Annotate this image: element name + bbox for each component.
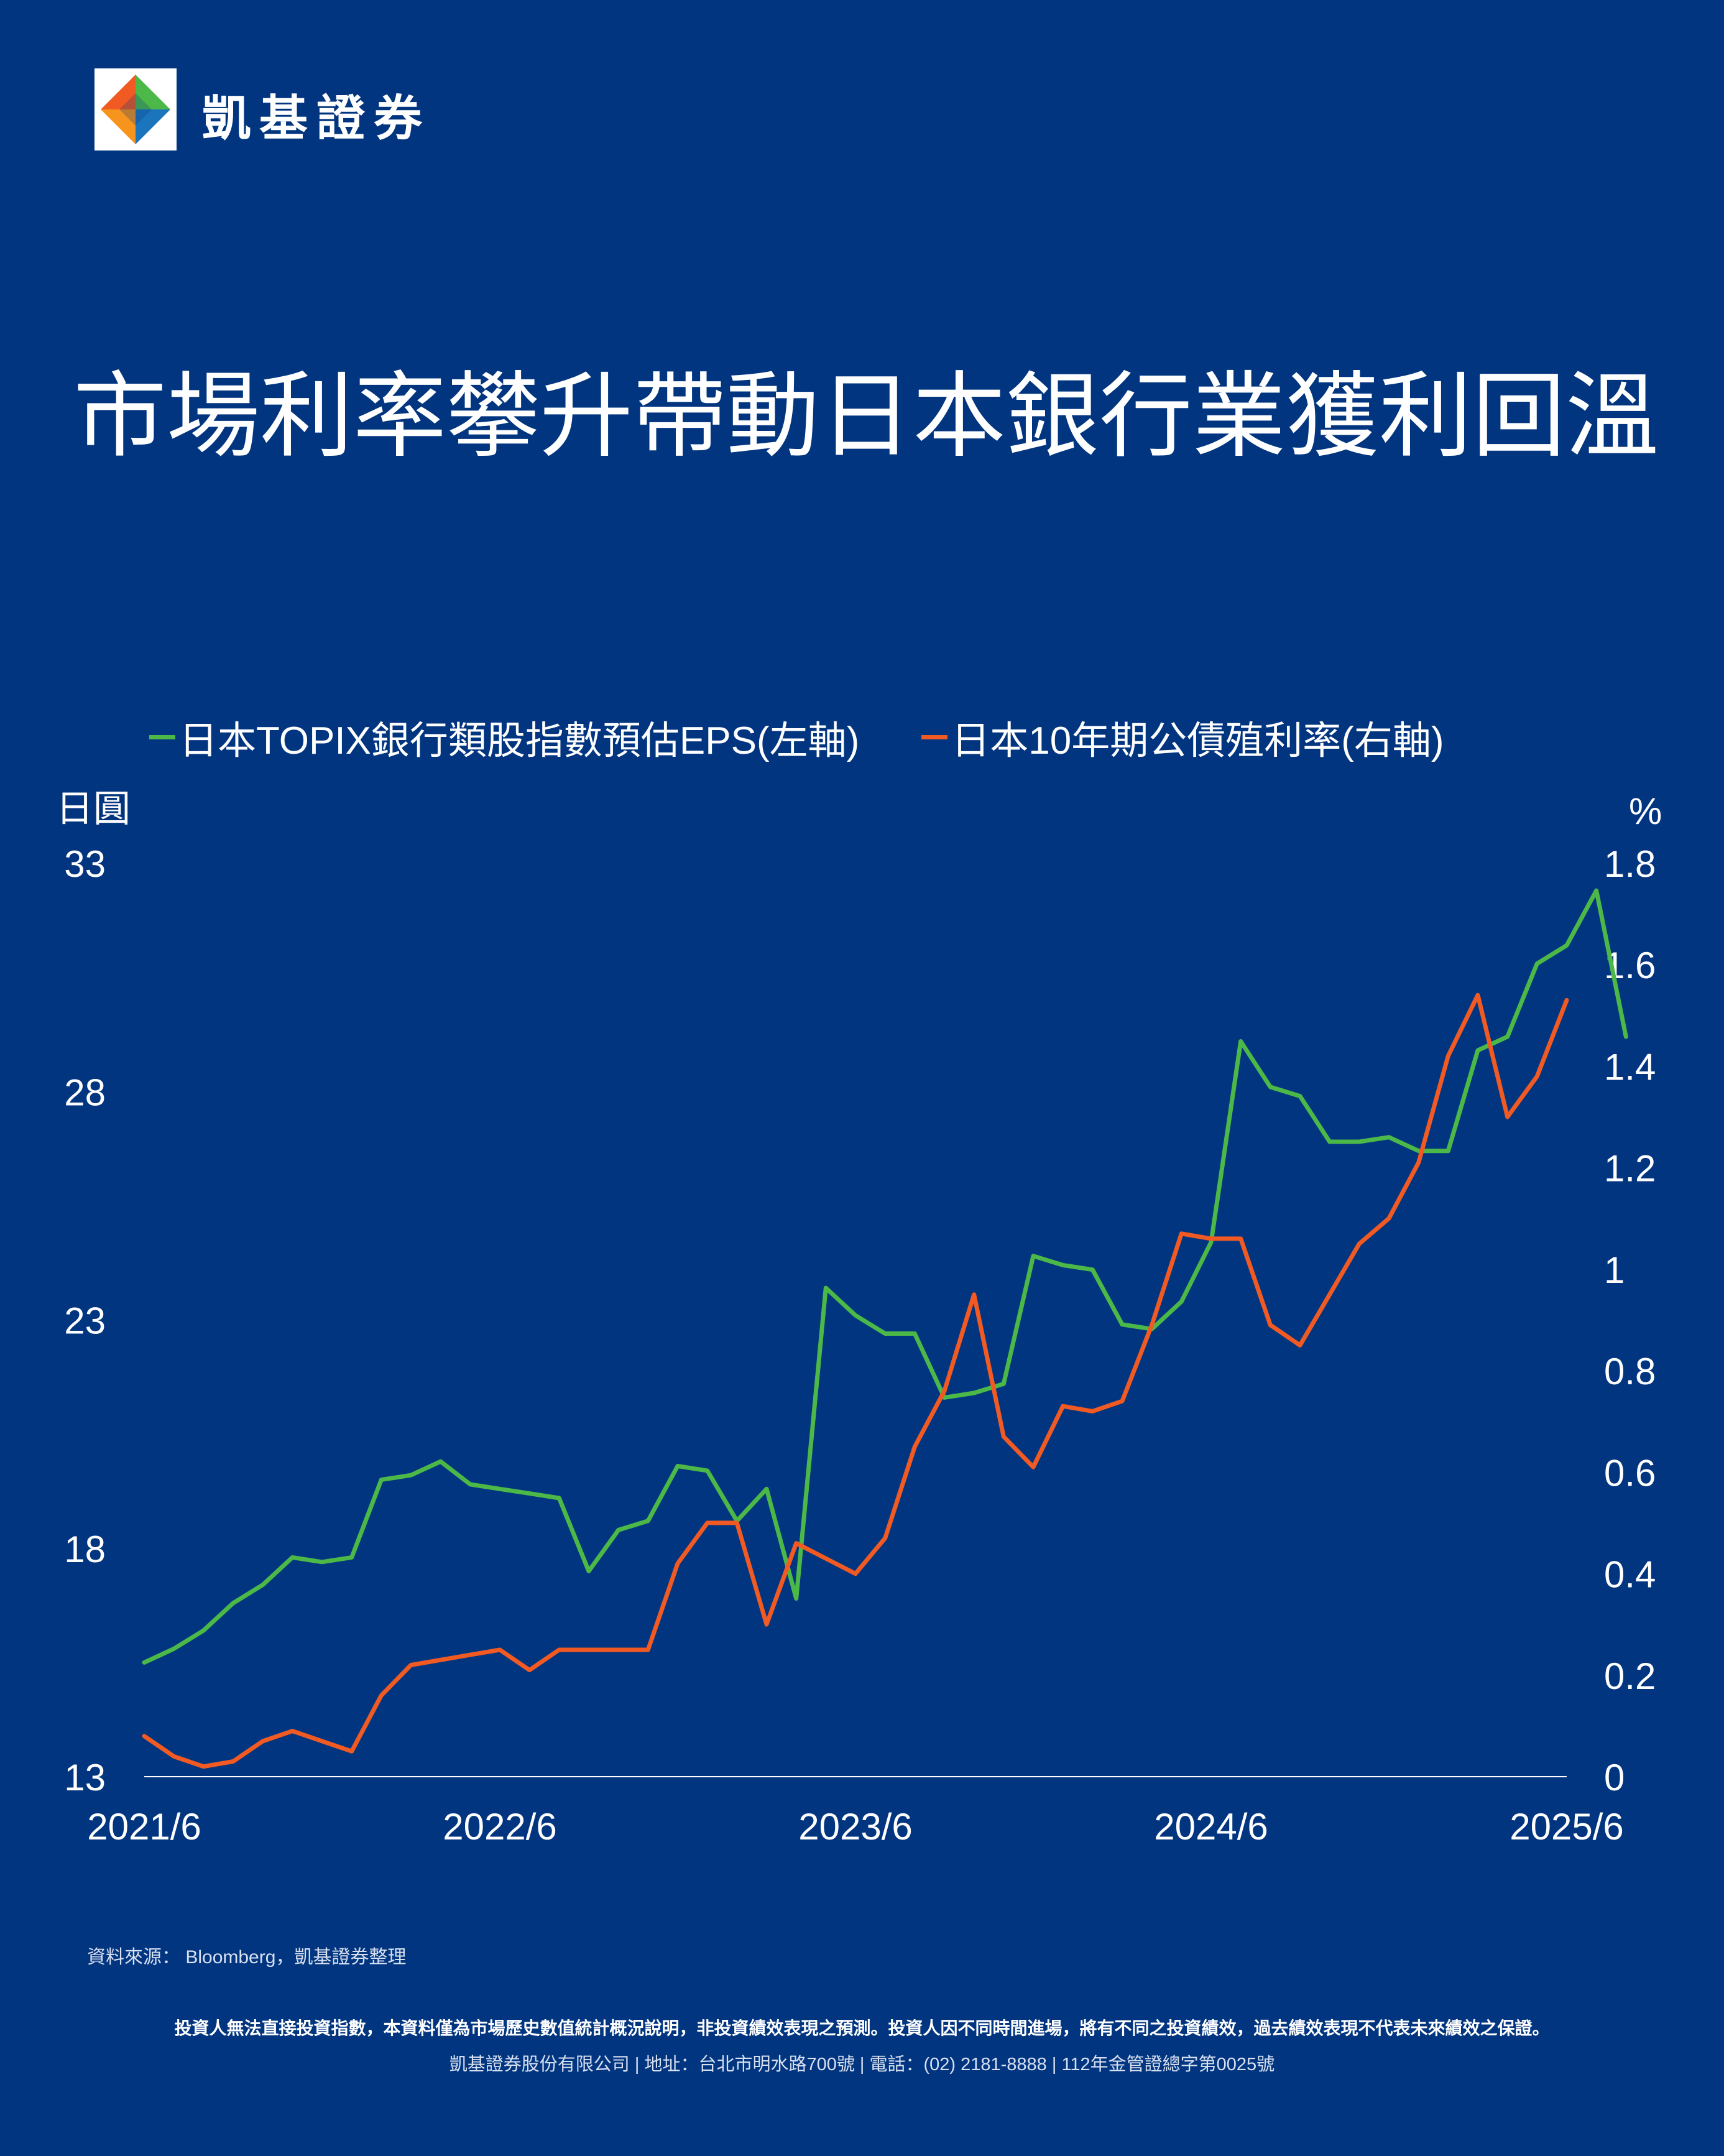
brand-logo (94, 68, 177, 150)
page-title: 市場利率攀升帶動日本銀行業獲利回溫 (73, 364, 1659, 468)
x-tick-label-2: 2023/6 (798, 1806, 913, 1848)
chart-legend: 日本TOPIX銀行類股指數預估EPS(左軸) 日本10年期公債殖利率(右軸) (149, 709, 1506, 765)
right-tick-label-1: 0.2 (1604, 1655, 1656, 1697)
legend-label-yield: 日本10年期公債殖利率(右軸) (951, 719, 1444, 762)
right-tick-label-2: 0.4 (1604, 1554, 1656, 1596)
x-tick-label-4: 2025/6 (1510, 1806, 1624, 1848)
left-tick-label-3: 28 (64, 1071, 106, 1113)
left-tick-label-2: 23 (64, 1300, 106, 1342)
right-tick-label-0: 0 (1604, 1757, 1625, 1798)
company-info: 凱基證券股份有限公司 | 地址：台北市明水路700號 | 電話：(02) 218… (449, 2055, 1275, 2075)
legend-swatch-eps (149, 734, 175, 739)
brand-name: 凱基證券 (202, 91, 431, 146)
x-tick-label-1: 2022/6 (443, 1806, 557, 1848)
legend-label-eps: 日本TOPIX銀行類股指數預估EPS(左軸) (179, 719, 860, 762)
x-tick-label-0: 2021/6 (87, 1806, 201, 1848)
source-note: 資料來源： Bloomberg，凱基證券整理 (87, 1947, 407, 1968)
x-tick-label-3: 2024/6 (1154, 1806, 1268, 1848)
legend-item-eps: 日本TOPIX銀行類股指數預估EPS(左軸) (149, 709, 859, 765)
right-tick-label-3: 0.6 (1604, 1452, 1656, 1494)
left-tick-label-1: 18 (64, 1529, 106, 1570)
legend-swatch-yield (921, 734, 948, 739)
left-axis-unit: 日圓 (56, 788, 131, 830)
right-tick-label-4: 0.8 (1604, 1351, 1656, 1392)
left-tick-label-4: 33 (64, 843, 106, 885)
series-line-0 (142, 888, 1628, 1665)
right-tick-label-9: 1.8 (1604, 843, 1656, 885)
right-tick-label-5: 1 (1604, 1249, 1625, 1291)
disclaimer-text: 投資人無法直接投資指數，本資料僅為市場歷史數值統計概況說明，非投資績效表現之預測… (174, 2019, 1550, 2038)
right-axis-unit: % (1629, 790, 1662, 832)
legend-item-yield: 日本10年期公債殖利率(右軸) (921, 709, 1444, 765)
series-line-1 (142, 992, 1569, 1769)
right-tick-label-7: 1.4 (1604, 1046, 1656, 1088)
right-tick-label-6: 1.2 (1604, 1148, 1656, 1190)
left-tick-label-0: 13 (64, 1757, 106, 1798)
